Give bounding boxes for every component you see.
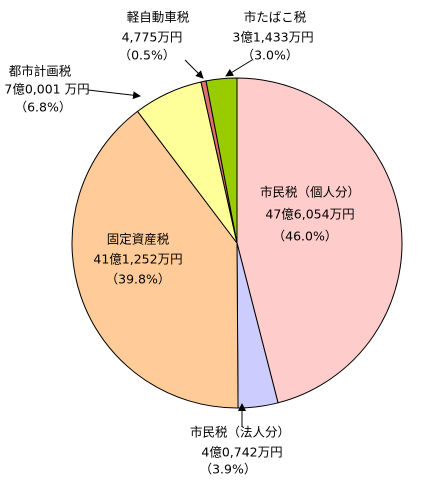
pie-slice [205,77,238,244]
value-label: （6.8%） [15,100,72,115]
value-label: （46.0%） [273,229,338,244]
slice-label: 固定資産税 [107,232,170,247]
slice-amount: 4,775万円 [122,30,183,45]
slice-label: 市民税（個人分） [260,185,360,200]
slice-amount: 3億1,433万円 [232,30,313,45]
pie-slice [71,110,239,409]
slice-label: 軽自動車税 [127,10,190,25]
leader-line [225,59,253,77]
slice-label: 市民税（法人分） [190,425,290,440]
slice-amount: 47億6,054万円 [265,207,354,222]
leader-line [184,59,204,79]
leader-line [87,89,141,100]
slice-amount: 41億1,252万円 [93,252,182,267]
slice-amount: 4億0,742万円 [201,445,282,460]
slice-label: 市たばこ税 [244,10,307,25]
value-label: （0.5%） [119,48,176,63]
slice-label: 都市計画税 [9,64,72,79]
slice-amount: 7億0,001 万円 [4,82,89,97]
pie-slice [236,77,403,404]
value-label: （3.9%） [200,462,257,477]
value-label: （39.8%） [106,272,171,287]
value-label: （3.0%） [242,48,299,63]
